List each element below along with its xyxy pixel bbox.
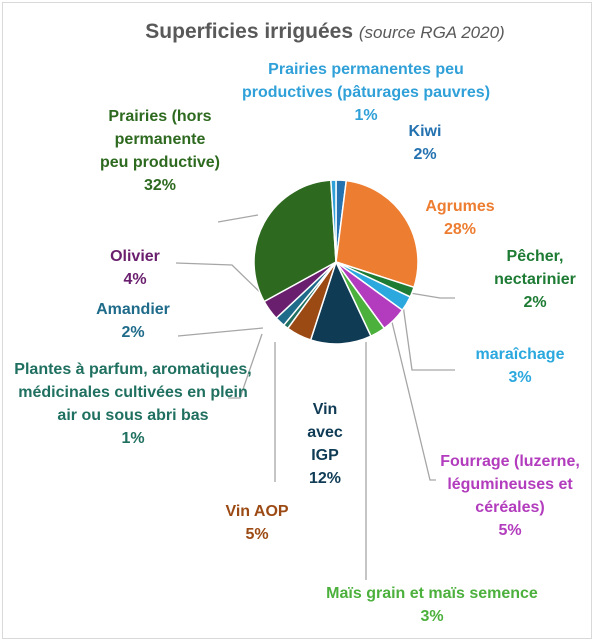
slice-label: Agrumes 28% — [410, 195, 510, 241]
chart-title-block: Superficies irriguées (source RGA 2020) — [60, 20, 590, 44]
slice-label: Plantes à parfum, aromatiques, médicinal… — [13, 358, 253, 450]
value-label: 5% — [245, 526, 269, 543]
category-label: maraîchage — [475, 346, 565, 363]
slice-label: Vin avec IGP 12% — [295, 398, 355, 490]
slice-label: Vin AOP 5% — [207, 500, 307, 546]
chart-subtitle: (source RGA 2020) — [358, 23, 505, 42]
category-label: Prairies permanentes peu productives (pâ… — [241, 61, 491, 101]
slice-label: Kiwi 2% — [385, 120, 465, 166]
pie-slice — [330, 179, 337, 263]
slice-label: Maïs grain et maïs semence 3% — [267, 582, 594, 628]
value-label: 12% — [308, 470, 342, 487]
value-label: 3% — [420, 608, 444, 625]
category-label: Prairies (hors permanente peu productive… — [100, 108, 221, 171]
leader-line — [217, 214, 259, 223]
value-label: 5% — [498, 522, 522, 539]
slice-label: Amandier 2% — [78, 298, 188, 344]
value-label: 4% — [123, 271, 147, 288]
category-label: Amandier — [96, 301, 170, 318]
category-label: Vin AOP — [225, 503, 289, 520]
value-label: 28% — [443, 221, 477, 238]
category-label: Pêcher, nectarinier — [494, 248, 576, 288]
leader-line — [409, 292, 455, 299]
category-label: Fourrage (luzerne, légumineuses et céréa… — [440, 453, 580, 516]
value-label: 2% — [121, 324, 145, 341]
leader-line — [228, 333, 263, 399]
pie-slice — [335, 179, 419, 289]
leader-lines — [175, 214, 455, 580]
leader-line — [177, 327, 264, 337]
value-label: 1% — [354, 107, 378, 124]
value-label: 2% — [413, 146, 437, 163]
category-label: Maïs grain et maïs semence — [326, 585, 538, 602]
category-label: Agrumes — [425, 198, 495, 215]
pie-slice — [253, 179, 337, 303]
slice-label: Prairies permanentes peu productives (pâ… — [221, 58, 511, 127]
slice-label: Olivier 4% — [90, 245, 180, 291]
category-label: Plantes à parfum, aromatiques, médicinal… — [14, 361, 252, 424]
value-label: 32% — [143, 177, 177, 194]
leader-line — [402, 304, 455, 371]
value-label: 1% — [121, 430, 145, 447]
pie-slice — [309, 259, 372, 345]
slice-label: Pêcher, nectarinier 2% — [475, 245, 594, 314]
category-label: Vin avec IGP — [307, 401, 343, 464]
value-label: 3% — [508, 369, 532, 386]
category-label: Kiwi — [408, 123, 442, 140]
chart-title: Superficies irriguées — [145, 20, 354, 43]
value-label: 2% — [523, 294, 547, 311]
slice-label: Prairies (hors permanente peu productive… — [100, 105, 220, 197]
slice-label: Fourrage (luzerne, légumineuses et céréa… — [440, 450, 580, 542]
category-label: Olivier — [110, 248, 160, 265]
slice-label: maraîchage 3% — [460, 343, 580, 389]
leader-line — [391, 321, 436, 481]
leader-line — [175, 262, 269, 301]
